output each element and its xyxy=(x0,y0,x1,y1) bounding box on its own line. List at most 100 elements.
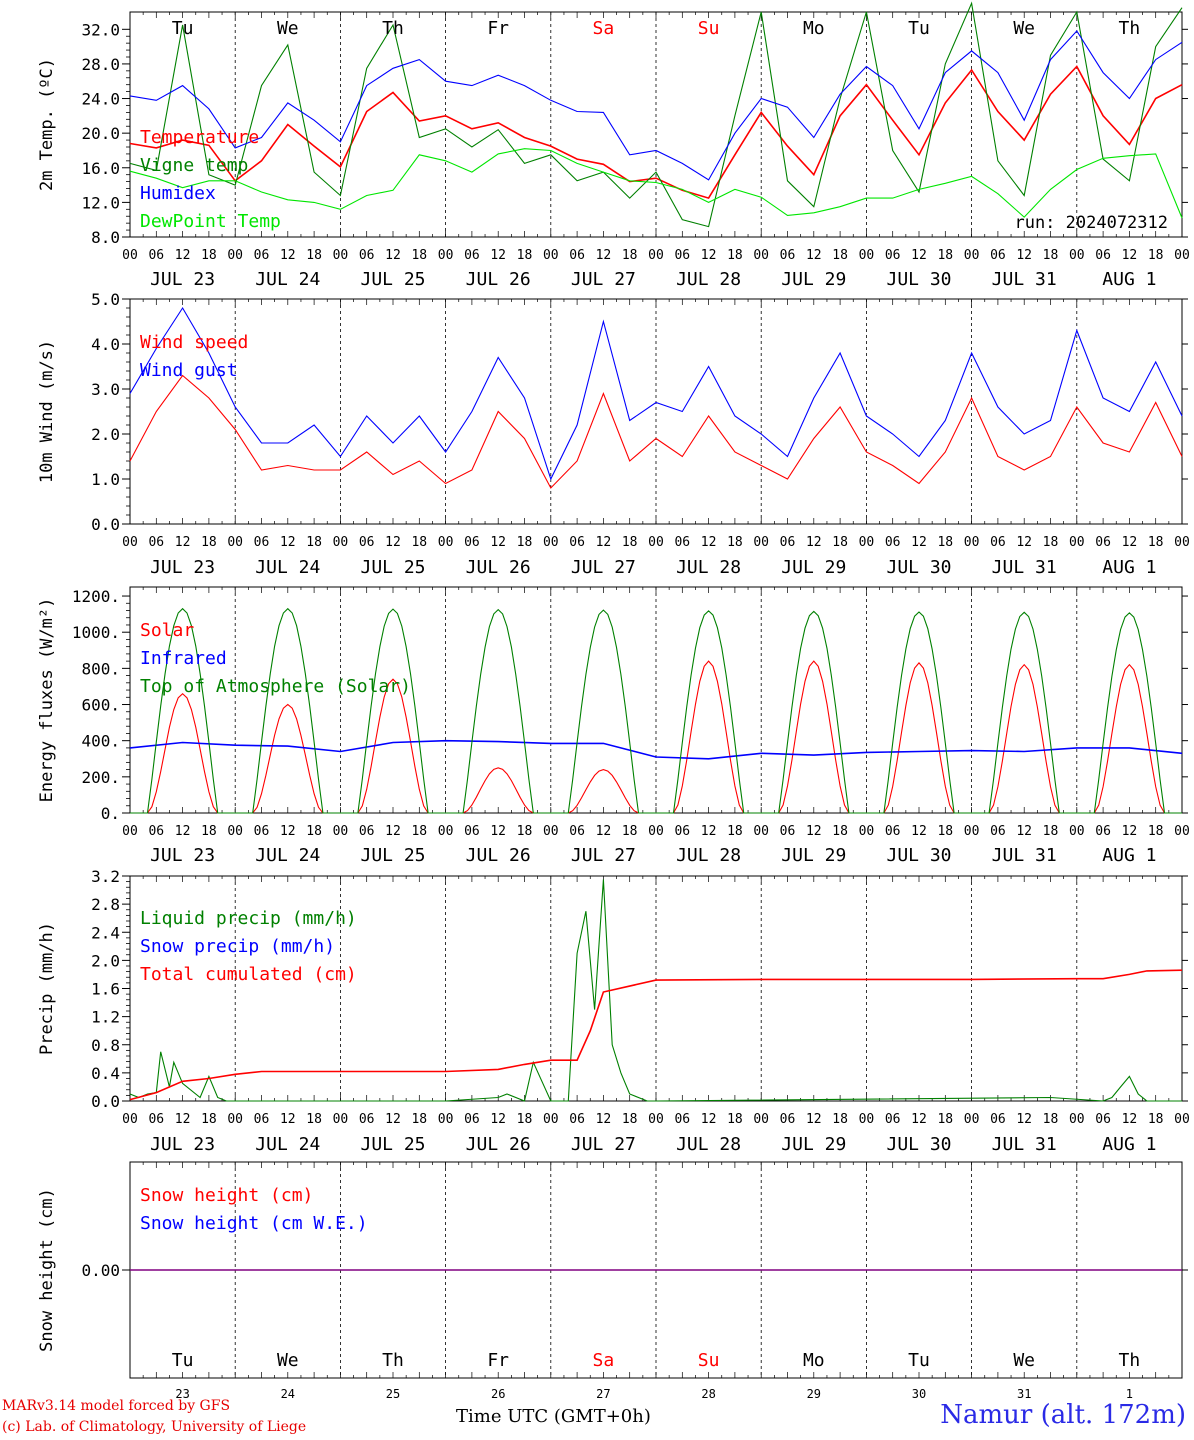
weekday-label: We xyxy=(1013,1350,1035,1371)
hour-label: 12 xyxy=(701,535,717,550)
y-tick-label: 2.8 xyxy=(91,895,120,914)
hour-label: 00 xyxy=(859,248,875,263)
y-tick-label: 400. xyxy=(81,732,120,751)
series-line xyxy=(129,148,1183,219)
legend-entry: Top of Atmosphere (Solar) xyxy=(140,676,411,697)
weekday-label: Su xyxy=(698,18,720,39)
hour-label: 06 xyxy=(148,824,164,839)
date-label: JUL 24 xyxy=(255,1134,320,1155)
date-label: JUL 29 xyxy=(781,269,846,290)
hour-label: 00 xyxy=(859,1112,875,1127)
hour-label: 12 xyxy=(1122,535,1138,550)
hour-label: 18 xyxy=(1043,1112,1059,1127)
date-label: JUL 24 xyxy=(255,269,320,290)
date-label: JUL 29 xyxy=(781,557,846,578)
y-tick-label: 0. xyxy=(101,804,120,823)
hour-label: 12 xyxy=(385,824,401,839)
day-number-label: 28 xyxy=(701,1387,715,1401)
hour-label: 18 xyxy=(201,535,217,550)
hour-label: 12 xyxy=(385,1112,401,1127)
hour-label: 06 xyxy=(254,824,270,839)
date-label: AUG 1 xyxy=(1102,557,1156,578)
y-axis-title: 2m Temp. (ºC) xyxy=(37,58,57,191)
y-tick-label: 5.0 xyxy=(91,290,120,309)
weekday-label: Tu xyxy=(172,1350,194,1371)
weekday-label: Fr xyxy=(487,1350,509,1371)
date-label: JUL 30 xyxy=(886,845,951,866)
weekday-label: Su xyxy=(698,1350,720,1371)
hour-label: 18 xyxy=(517,535,533,550)
hour-label: 00 xyxy=(753,1112,769,1127)
series-line xyxy=(129,1,1183,228)
hour-label: 18 xyxy=(411,535,427,550)
hour-label: 18 xyxy=(201,824,217,839)
hour-label: 06 xyxy=(780,248,796,263)
hour-label: 18 xyxy=(832,535,848,550)
hour-label: 18 xyxy=(727,535,743,550)
hour-label: 12 xyxy=(701,1112,717,1127)
legend-entry: Liquid precip (mm/h) xyxy=(140,908,357,929)
plot-frame xyxy=(129,298,1183,525)
hour-label: 18 xyxy=(517,1112,533,1127)
hour-label: 00 xyxy=(122,1112,138,1127)
date-label: JUL 25 xyxy=(360,845,425,866)
hour-label: 06 xyxy=(885,824,901,839)
y-tick-label: 12.0 xyxy=(81,193,120,212)
series-line xyxy=(129,969,1183,1101)
date-label: JUL 26 xyxy=(466,1134,531,1155)
date-label: JUL 28 xyxy=(676,1134,741,1155)
hour-label: 00 xyxy=(859,824,875,839)
hour-label: 00 xyxy=(1069,824,1085,839)
day-number-label: 30 xyxy=(912,1387,926,1401)
hour-label: 00 xyxy=(1069,535,1085,550)
hour-label: 00 xyxy=(227,824,243,839)
hour-label: 12 xyxy=(1122,248,1138,263)
weekday-label: Th xyxy=(1119,1350,1141,1371)
legend-entry: Temperature xyxy=(140,127,259,148)
panel-snow: 0.00 Snow height (cm) Snow height (cm) Snow… xyxy=(37,1161,1188,1401)
hour-label: 00 xyxy=(648,824,664,839)
hour-label: 06 xyxy=(359,1112,375,1127)
day-number-label: 25 xyxy=(386,1387,400,1401)
hour-label: 06 xyxy=(569,1112,585,1127)
station-name: Namur (alt. 172m) xyxy=(940,1400,1186,1430)
hour-label: 06 xyxy=(569,824,585,839)
hour-label: 06 xyxy=(464,824,480,839)
hour-label: 12 xyxy=(385,535,401,550)
hour-label: 18 xyxy=(937,535,953,550)
date-label: JUL 26 xyxy=(466,845,531,866)
hour-label: 06 xyxy=(990,248,1006,263)
date-label: JUL 24 xyxy=(255,845,320,866)
y-tick-label: 2.4 xyxy=(91,923,120,942)
hour-label: 06 xyxy=(148,535,164,550)
y-tick-label: 1.6 xyxy=(91,980,120,999)
hour-label: 00 xyxy=(964,824,980,839)
hour-label: 18 xyxy=(1148,1112,1164,1127)
date-label: AUG 1 xyxy=(1102,845,1156,866)
series-line xyxy=(130,607,1182,814)
hour-label: 06 xyxy=(254,248,270,263)
weekday-label: We xyxy=(1013,18,1035,39)
y-tick-label: 2.0 xyxy=(91,951,120,970)
hour-label: 00 xyxy=(438,248,454,263)
hour-label: 18 xyxy=(1043,824,1059,839)
y-tick-label: 1200. xyxy=(72,587,120,606)
day-number-label: 27 xyxy=(596,1387,610,1401)
hour-label: 06 xyxy=(464,535,480,550)
hour-label: 12 xyxy=(1016,535,1032,550)
date-label: JUL 27 xyxy=(571,269,636,290)
hour-label: 18 xyxy=(306,248,322,263)
date-label: JUL 23 xyxy=(150,269,215,290)
hour-label: 00 xyxy=(122,248,138,263)
y-axis-title: Snow height (cm) xyxy=(37,1188,57,1352)
hour-label: 00 xyxy=(122,824,138,839)
y-tick-label: 8.0 xyxy=(91,228,120,247)
date-label: JUL 30 xyxy=(886,269,951,290)
hour-label: 00 xyxy=(543,535,559,550)
hour-label: 12 xyxy=(385,248,401,263)
date-label: JUL 24 xyxy=(255,557,320,578)
hour-label: 06 xyxy=(990,824,1006,839)
weekday-label: Th xyxy=(382,18,404,39)
hour-label: 00 xyxy=(1174,824,1190,839)
hour-label: 06 xyxy=(359,535,375,550)
